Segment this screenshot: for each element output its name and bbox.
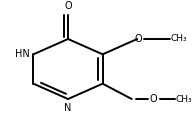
Text: CH₃: CH₃: [171, 34, 187, 43]
Text: O: O: [150, 94, 157, 104]
Text: O: O: [64, 1, 72, 11]
Text: CH₃: CH₃: [175, 95, 192, 104]
Text: N: N: [64, 103, 72, 113]
Text: O: O: [134, 34, 142, 44]
Text: HN: HN: [15, 49, 30, 59]
